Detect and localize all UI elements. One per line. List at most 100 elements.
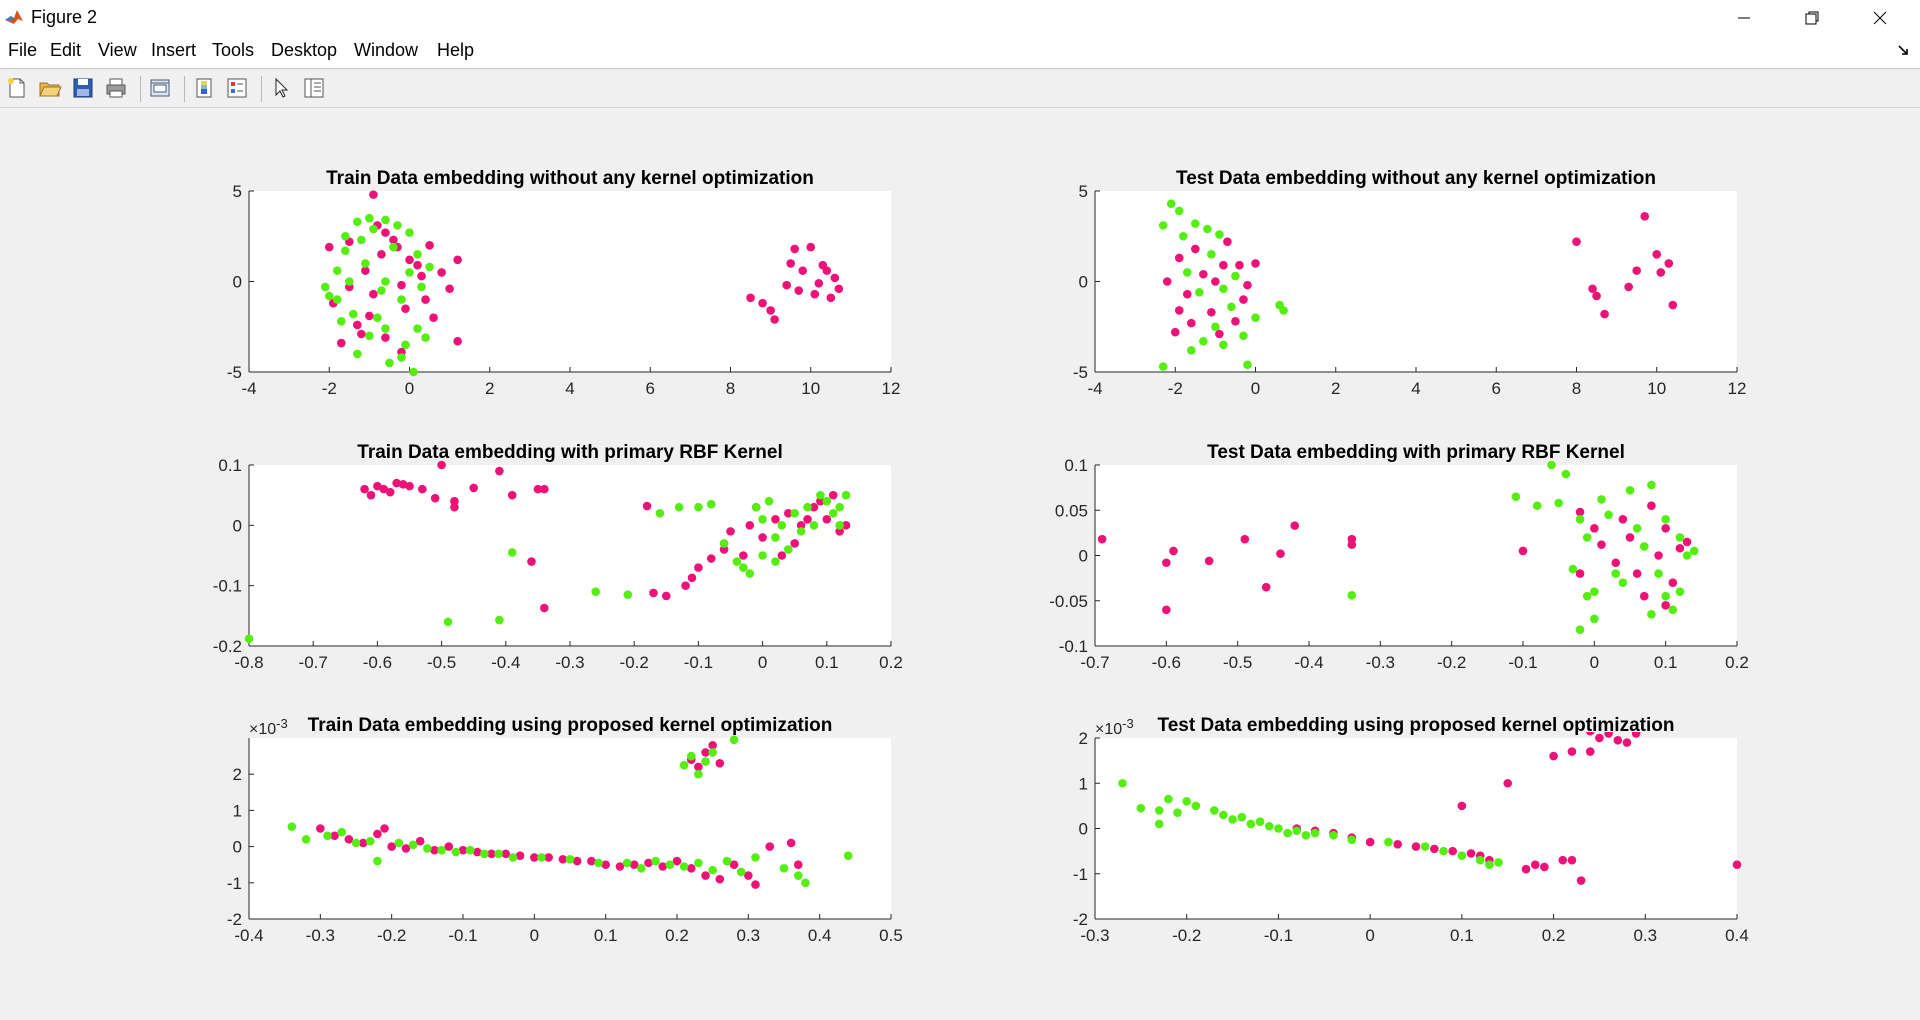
data-point-series-1 <box>401 304 410 313</box>
data-point-series-2 <box>732 557 742 566</box>
data-point-series-1 <box>758 298 767 308</box>
data-point-series-1 <box>1170 327 1180 337</box>
data-point-series-2 <box>1187 345 1196 355</box>
subplot-axes-5[interactable]: -0.4 -0.3 -0.2 -0.1 0 0.1 0.2 0.3 0.4 0.5 -2 -1 0 1 2 ×… <box>227 715 903 945</box>
data-point-series-1 <box>687 573 697 583</box>
data-point-series-1 <box>1661 600 1670 610</box>
data-point-series-2 <box>651 856 660 866</box>
data-point-series-2 <box>393 221 402 230</box>
x-tick-label: -0.7 <box>299 653 328 672</box>
menu-desktop[interactable]: Desktop <box>271 40 338 60</box>
data-point-series-1 <box>501 849 511 859</box>
data-point-series-1 <box>415 836 425 846</box>
data-point-series-2 <box>790 508 799 518</box>
toolbar-separator <box>261 76 262 102</box>
y-tick-label: 0 <box>233 273 242 292</box>
x-tick-label: -0.4 <box>491 653 520 672</box>
data-point-series-2 <box>1494 858 1503 867</box>
subplot-axes-6[interactable]: -0.3 -0.2 -0.1 0 0.1 0.2 0.3 0.4 -2 -1 0 1 2 ×10-3 Tes… <box>1073 715 1749 945</box>
save-button[interactable] <box>69 74 97 102</box>
data-point-series-1 <box>587 856 596 866</box>
data-point-series-2 <box>745 569 755 578</box>
menu-tools[interactable]: Tools <box>212 40 255 60</box>
data-point-series-2 <box>437 845 446 855</box>
data-point-series-2 <box>287 822 297 831</box>
data-point-series-2 <box>1347 591 1357 600</box>
x-tick-label: -0.5 <box>427 653 456 672</box>
data-point-series-1 <box>744 871 753 880</box>
data-point-series-1 <box>1540 862 1549 872</box>
data-point-series-2 <box>423 844 432 853</box>
x-tick-label: -0.1 <box>448 926 477 945</box>
data-point-series-1 <box>1207 307 1216 317</box>
print-button[interactable] <box>102 74 130 102</box>
data-point-series-1 <box>1631 732 1641 738</box>
data-point-series-1 <box>405 255 414 265</box>
property-inspector-button[interactable] <box>300 74 328 102</box>
y-tick-label: 0.1 <box>1064 456 1088 475</box>
data-point-series-2 <box>758 515 767 524</box>
insert-legend-button[interactable] <box>223 74 251 102</box>
menu-insert[interactable]: Insert <box>151 40 197 60</box>
x-tick-label: 0.2 <box>879 653 903 672</box>
menu-window[interactable]: Window <box>354 40 419 60</box>
restore-button[interactable] <box>1778 0 1846 35</box>
toolbar-separator <box>140 76 141 102</box>
data-point-series-2 <box>1207 250 1216 259</box>
x-tick-label: 0.4 <box>1725 926 1749 945</box>
insert-colorbar-button[interactable] <box>190 74 218 102</box>
menu-edit[interactable]: Edit <box>50 40 82 60</box>
x-tick-label: -0.3 <box>1080 926 1109 945</box>
data-point-series-1 <box>601 860 610 869</box>
plot-area <box>1095 465 1737 646</box>
close-button[interactable] <box>1846 0 1914 35</box>
minimize-button[interactable] <box>1710 0 1778 35</box>
data-point-series-1 <box>1732 860 1742 869</box>
data-point-series-1 <box>430 845 439 855</box>
y-tick-label: 0 <box>1079 547 1088 566</box>
data-point-series-2 <box>349 309 358 319</box>
edit-plot-button[interactable] <box>267 74 295 102</box>
menu-view[interactable]: View <box>98 40 137 60</box>
data-point-series-2 <box>758 551 767 560</box>
data-point-series-2 <box>1136 803 1146 813</box>
save-icon <box>73 78 93 98</box>
data-point-series-1 <box>1276 549 1285 558</box>
scatter-points <box>287 735 853 889</box>
data-point-series-1 <box>405 481 414 491</box>
data-point-series-1 <box>816 496 825 506</box>
data-point-series-2 <box>591 587 600 596</box>
data-point-series-2 <box>413 250 422 259</box>
data-point-series-2 <box>377 286 386 295</box>
open-file-button[interactable] <box>36 74 64 102</box>
subplot-axes-1[interactable]: -4 -2 0 2 4 6 8 10 12 -5 0 5 Train Data embedding wi… <box>227 168 901 398</box>
data-point-series-2 <box>1682 551 1692 560</box>
menu-help[interactable]: Help <box>437 40 475 60</box>
data-point-series-1 <box>495 466 504 476</box>
data-point-series-2 <box>365 836 375 846</box>
data-point-series-1 <box>1575 507 1585 517</box>
data-point-series-2 <box>537 853 546 862</box>
subplot-axes-4[interactable]: -0.7 -0.6 -0.5 -0.4 -0.3 -0.2 -0.1 0 0.1 0.2 -0.1 -… <box>1049 442 1749 672</box>
data-point-series-1 <box>777 551 787 560</box>
new-figure-button[interactable] <box>3 74 31 102</box>
data-point-series-1 <box>790 244 799 254</box>
exponent-superscript: -3 <box>276 716 288 731</box>
data-point-series-2 <box>1228 815 1237 824</box>
data-point-series-1 <box>822 515 832 524</box>
data-point-series-2 <box>361 259 370 268</box>
menu-file[interactable]: File <box>8 40 38 60</box>
subplot-axes-2[interactable]: -4 -2 0 2 4 6 8 10 12 -5 0 5 Test Data embedding wit… <box>1073 168 1747 398</box>
data-point-series-2 <box>764 496 774 506</box>
x-tick-label: 6 <box>646 379 655 398</box>
data-point-series-1 <box>719 545 729 554</box>
x-tick-label: -0.4 <box>234 926 263 945</box>
y-tick-label: -0.05 <box>1049 592 1088 611</box>
link-plot-button[interactable] <box>146 74 174 102</box>
y-tick-label: -0.2 <box>213 637 242 656</box>
data-point-series-1 <box>1576 876 1586 885</box>
dock-figure-icon[interactable] <box>1896 43 1912 59</box>
subplot-axes-3[interactable]: -0.8 -0.7 -0.6 -0.5 -0.4 -0.3 -0.2 -0.1 0 0.1 0.2 -… <box>213 442 903 672</box>
data-point-series-2 <box>706 499 716 509</box>
data-point-series-1 <box>790 539 799 548</box>
